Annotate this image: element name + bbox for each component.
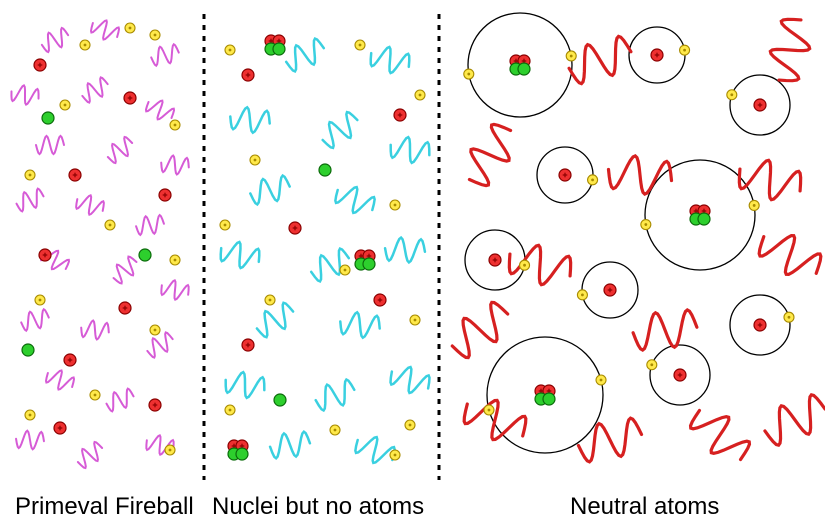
photon-wave-right	[458, 388, 531, 451]
nucleus	[510, 55, 530, 75]
photon-wave-right	[734, 152, 806, 208]
neutron	[42, 112, 54, 124]
photon-wave-right	[564, 34, 635, 85]
photon-wave-left	[14, 188, 46, 213]
photon-wave-mid	[269, 431, 311, 458]
photon-wave-right	[753, 222, 825, 288]
neutron	[363, 258, 375, 270]
nucleus-cluster	[355, 250, 375, 270]
waves-layer	[9, 14, 825, 471]
neutron	[698, 213, 710, 225]
particles-layer	[22, 23, 794, 460]
photon-wave-left	[43, 365, 76, 395]
nucleus-cluster	[265, 35, 285, 55]
photon-wave-left	[15, 430, 44, 450]
nucleus	[535, 385, 555, 405]
photon-wave-right	[759, 392, 825, 448]
nucleus	[754, 319, 766, 331]
neutron	[319, 164, 331, 176]
photon-wave-mid	[228, 105, 272, 136]
diagram-stage: Primeval Fireball Nuclei but no atoms Ne…	[0, 0, 825, 528]
photon-wave-right	[456, 119, 525, 191]
photon-wave-mid	[388, 133, 433, 167]
photon-wave-right	[605, 152, 674, 199]
nucleus-cluster	[228, 440, 248, 460]
photon-wave-right	[575, 417, 644, 464]
photon-wave-mid	[317, 110, 364, 151]
photon-wave-mid	[282, 37, 328, 73]
photon-wave-mid	[338, 310, 382, 341]
neutron	[543, 393, 555, 405]
nucleus	[604, 284, 616, 296]
nucleus	[690, 205, 710, 225]
photon-wave-mid	[352, 430, 399, 471]
photon-wave-left	[80, 319, 111, 342]
photon-wave-left	[88, 15, 121, 45]
nucleus	[754, 99, 766, 111]
photon-wave-left	[74, 191, 107, 219]
photon-wave-left	[79, 76, 112, 104]
photon-wave-mid	[387, 361, 433, 400]
photon-wave-left	[20, 309, 51, 332]
photon-wave-left	[135, 215, 164, 235]
photon-wave-left	[36, 136, 64, 154]
neutron	[274, 394, 286, 406]
photon-wave-mid	[332, 180, 379, 221]
photon-wave-mid	[252, 301, 298, 340]
photon-wave-left	[108, 255, 141, 286]
panel-label-middle: Nuclei but no atoms	[212, 493, 424, 521]
photon-wave-left	[150, 44, 181, 67]
photon-wave-left	[103, 135, 136, 165]
photon-wave-right	[504, 237, 576, 293]
photon-wave-right	[762, 14, 818, 86]
photon-wave-mid	[223, 368, 268, 402]
nucleus	[651, 49, 663, 61]
diagram-svg	[0, 0, 825, 528]
neutron	[139, 249, 151, 261]
photon-wave-mid	[248, 175, 292, 206]
photon-wave-left	[9, 83, 41, 108]
nucleus	[674, 369, 686, 381]
photon-wave-right	[686, 399, 755, 471]
photon-wave-left	[73, 440, 106, 470]
photon-wave-mid	[367, 42, 413, 78]
photon-wave-left	[144, 331, 177, 359]
nucleus	[489, 254, 501, 266]
photon-wave-left	[159, 277, 191, 303]
neutron	[22, 344, 34, 356]
panel-label-left: Primeval Fireball	[15, 493, 194, 521]
photon-wave-right	[632, 309, 699, 350]
nucleus	[559, 169, 571, 181]
neutron	[518, 63, 530, 75]
neutron	[273, 43, 285, 55]
orbits-layer	[465, 13, 790, 453]
photon-wave-mid	[313, 378, 358, 412]
photon-wave-mid	[384, 236, 426, 263]
neutron	[236, 448, 248, 460]
photon-wave-mid	[217, 237, 263, 273]
photon-wave-left	[104, 388, 136, 413]
photon-wave-left	[160, 154, 191, 177]
panel-label-right: Neutral atoms	[570, 493, 719, 521]
photon-wave-left	[39, 27, 71, 53]
